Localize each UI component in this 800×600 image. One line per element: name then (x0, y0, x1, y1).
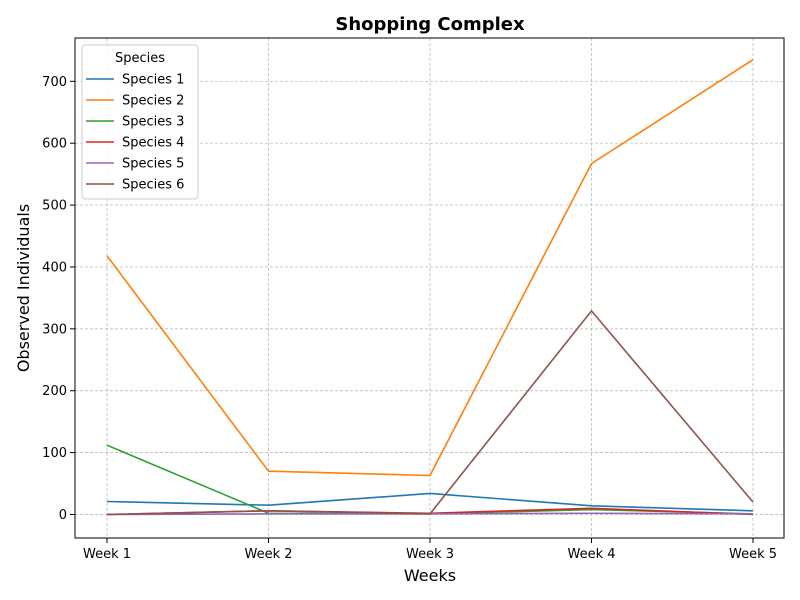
grid (75, 38, 784, 538)
legend-entry: Species 6 (122, 178, 184, 193)
legend-entry: Species 2 (122, 94, 184, 109)
y-tick-label: 300 (42, 322, 67, 337)
y-tick-label: 700 (42, 75, 67, 90)
x-tick-label: Week 5 (729, 547, 777, 562)
series-line-6 (106, 310, 754, 516)
y-axis-ticks: 0 100 200 300 400 500 600 700 (42, 75, 75, 523)
x-tick-label: Week 3 (406, 547, 454, 562)
x-axis-ticks: Week 1 Week 2 Week 3 Week 4 Week 5 (83, 538, 777, 562)
series-line-1 (106, 492, 754, 512)
legend-title: Species (115, 51, 165, 66)
y-axis-label: Observed Individuals (14, 204, 33, 372)
y-tick-label: 200 (42, 384, 67, 399)
x-tick-label: Week 4 (567, 547, 615, 562)
chart-title: Shopping Complex (335, 14, 525, 35)
y-tick-label: 500 (42, 199, 67, 214)
legend-box (81, 44, 199, 200)
legend-entry: Species 4 (122, 136, 184, 151)
series-lines (106, 58, 754, 516)
y-tick-label: 100 (42, 446, 67, 461)
x-tick-label: Week 1 (83, 547, 131, 562)
legend: Species Species 1 Species 2 Species 3 Specie… (81, 44, 199, 200)
x-tick-label: Week 2 (244, 547, 292, 562)
y-tick-label: 400 (42, 260, 67, 275)
legend-entry: Species 5 (122, 157, 184, 172)
y-tick-label: 600 (42, 137, 67, 152)
x-axis-label: Weeks (404, 566, 456, 585)
y-tick-label: 0 (59, 508, 67, 523)
legend-entry: Species 1 (122, 73, 184, 88)
series-line-2 (106, 58, 754, 477)
legend-entry: Species 3 (122, 115, 184, 130)
